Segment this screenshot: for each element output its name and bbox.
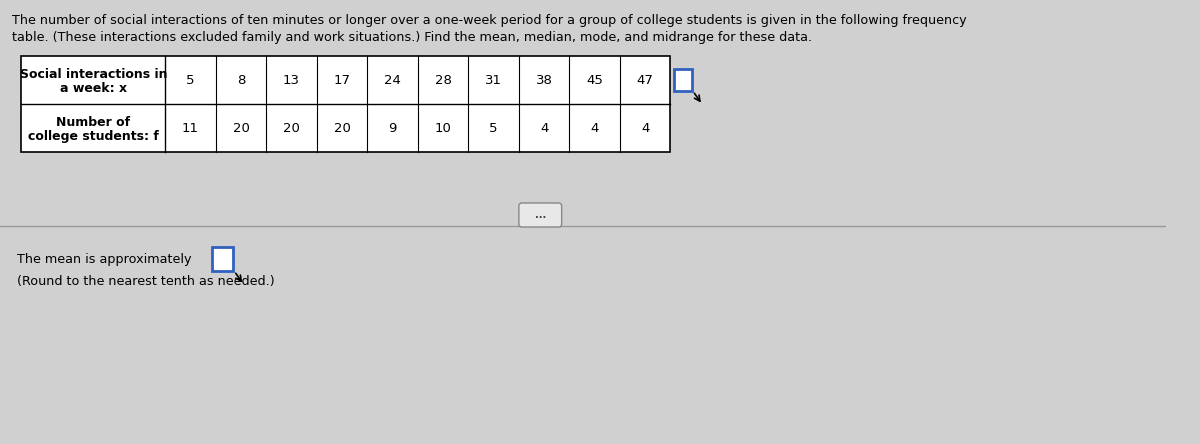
Bar [22, 56, 671, 152]
Bar [212, 247, 233, 271]
Bar [674, 69, 692, 91]
Text: 5: 5 [490, 122, 498, 135]
Text: 20: 20 [334, 122, 350, 135]
Text: a week: x: a week: x [60, 82, 127, 95]
Text: 31: 31 [485, 74, 502, 87]
Text: ...: ... [535, 210, 546, 220]
Text: 5: 5 [186, 74, 194, 87]
Text: 11: 11 [182, 122, 199, 135]
Text: Social interactions in: Social interactions in [19, 68, 167, 81]
Text: The number of social interactions of ten minutes or longer over a one-week perio: The number of social interactions of ten… [12, 14, 966, 27]
Text: 45: 45 [587, 74, 604, 87]
Text: 4: 4 [641, 122, 649, 135]
Text: 8: 8 [236, 74, 245, 87]
Text: table. (These interactions excluded family and work situations.) Find the mean, : table. (These interactions excluded fami… [12, 31, 811, 44]
Text: 4: 4 [540, 122, 548, 135]
Text: 4: 4 [590, 122, 599, 135]
Text: 47: 47 [637, 74, 654, 87]
Text: 20: 20 [233, 122, 250, 135]
Text: Number of: Number of [56, 116, 131, 129]
Text: 17: 17 [334, 74, 350, 87]
Text: 10: 10 [434, 122, 451, 135]
Text: (Round to the nearest tenth as needed.): (Round to the nearest tenth as needed.) [18, 275, 275, 289]
Text: 13: 13 [283, 74, 300, 87]
Text: 20: 20 [283, 122, 300, 135]
Text: 28: 28 [434, 74, 451, 87]
Text: 38: 38 [535, 74, 553, 87]
Text: 24: 24 [384, 74, 401, 87]
Text: 9: 9 [389, 122, 397, 135]
Text: college students: f: college students: f [28, 130, 158, 143]
Bar [22, 56, 671, 152]
FancyBboxPatch shape [518, 203, 562, 227]
Text: The mean is approximately: The mean is approximately [18, 253, 192, 266]
